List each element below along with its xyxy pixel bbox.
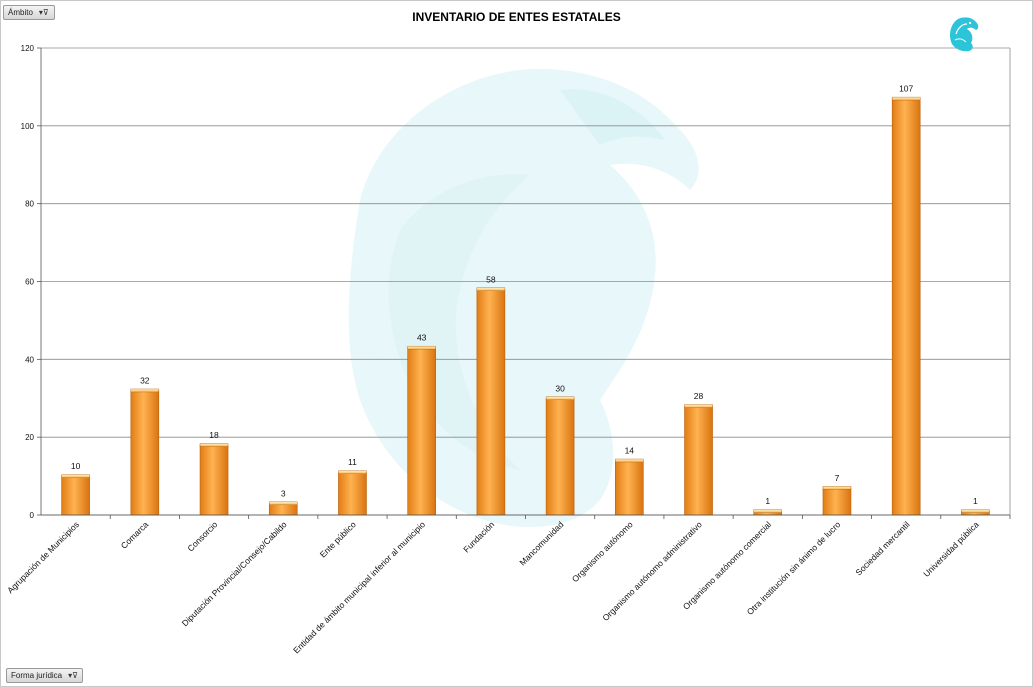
x-category-label: Ente público <box>318 519 358 559</box>
y-axis: 0 20 40 60 80 100 120 <box>21 44 1011 520</box>
y-tick-label: 40 <box>25 355 34 364</box>
bar-cap <box>615 458 644 463</box>
ambito-filter-label: Ámbito <box>8 8 33 17</box>
bar <box>615 460 644 516</box>
data-label: 3 <box>281 488 286 498</box>
x-axis-labels: Agrupación de Municipios Comarca Consorcio… <box>5 514 1011 655</box>
data-label: 28 <box>694 391 704 401</box>
x-category-label: Agrupación de Municipios <box>5 519 81 595</box>
y-tick-label: 100 <box>21 122 35 131</box>
data-label: 11 <box>348 457 357 467</box>
x-category-label: Entidad de ámbito municipal inferior al … <box>291 519 427 655</box>
bar-cap <box>545 396 575 400</box>
data-label: 14 <box>625 446 635 456</box>
data-label: 7 <box>835 473 840 483</box>
data-label: 1 <box>765 496 770 506</box>
data-label: 18 <box>209 430 219 440</box>
data-label: 43 <box>417 333 427 343</box>
bar <box>338 471 367 516</box>
data-label: 30 <box>555 383 565 393</box>
data-label: 107 <box>899 84 913 94</box>
x-category-label: Fundación <box>461 519 496 554</box>
bar <box>545 397 575 516</box>
bar-cap <box>199 443 229 447</box>
bar-cap <box>407 345 436 350</box>
x-category-label: Comarca <box>119 519 151 551</box>
data-label: 32 <box>140 375 150 385</box>
bar-cap <box>891 96 921 101</box>
y-tick-label: 120 <box>21 44 35 53</box>
bar <box>476 288 506 516</box>
bar-cap <box>753 509 782 513</box>
bar <box>822 487 852 516</box>
bar <box>61 475 90 516</box>
y-tick-label: 80 <box>25 200 34 209</box>
data-label: 10 <box>71 461 81 471</box>
bar <box>407 347 436 516</box>
bar <box>268 503 298 516</box>
filter-dropdown-icon: ▾⊽ <box>38 8 49 17</box>
data-label: 1 <box>973 496 978 506</box>
x-category-label: Universidad pública <box>921 519 981 579</box>
x-category-label: Sociedad mercantil <box>853 519 911 577</box>
bar-cap <box>130 388 160 393</box>
bar <box>891 98 921 516</box>
bar-cap <box>61 474 90 478</box>
filter-dropdown-icon: ▾⊽ <box>68 671 78 680</box>
bar-cap <box>269 501 298 506</box>
forma-juridica-filter-button[interactable]: Forma jurídica ▾⊽ <box>6 668 83 683</box>
y-tick-label: 60 <box>25 278 34 287</box>
eagle-emblem-icon <box>950 17 979 52</box>
bar-cap <box>961 509 990 513</box>
bar-cap <box>338 470 367 474</box>
bar <box>130 390 160 516</box>
bar-cap <box>684 404 713 408</box>
bar-cap <box>822 486 852 490</box>
bar <box>684 405 713 516</box>
x-category-label: Organismo autónomo <box>570 519 635 584</box>
bars: 10 32 18 3 11 43 58 30 14 28 1 7 107 1 <box>61 84 990 516</box>
bar-cap <box>476 287 506 291</box>
data-label: 58 <box>486 274 496 284</box>
chart-title: INVENTARIO DE ENTES ESTATALES <box>412 10 621 24</box>
y-tick-label: 0 <box>30 511 35 520</box>
x-category-label: Consorcio <box>185 519 219 553</box>
eagle-watermark-icon <box>348 68 699 527</box>
bar <box>199 444 229 516</box>
y-tick-label: 20 <box>25 433 34 442</box>
ambito-filter-button[interactable]: Ámbito ▾⊽ <box>3 5 55 20</box>
forma-juridica-filter-label: Forma jurídica <box>11 671 63 680</box>
